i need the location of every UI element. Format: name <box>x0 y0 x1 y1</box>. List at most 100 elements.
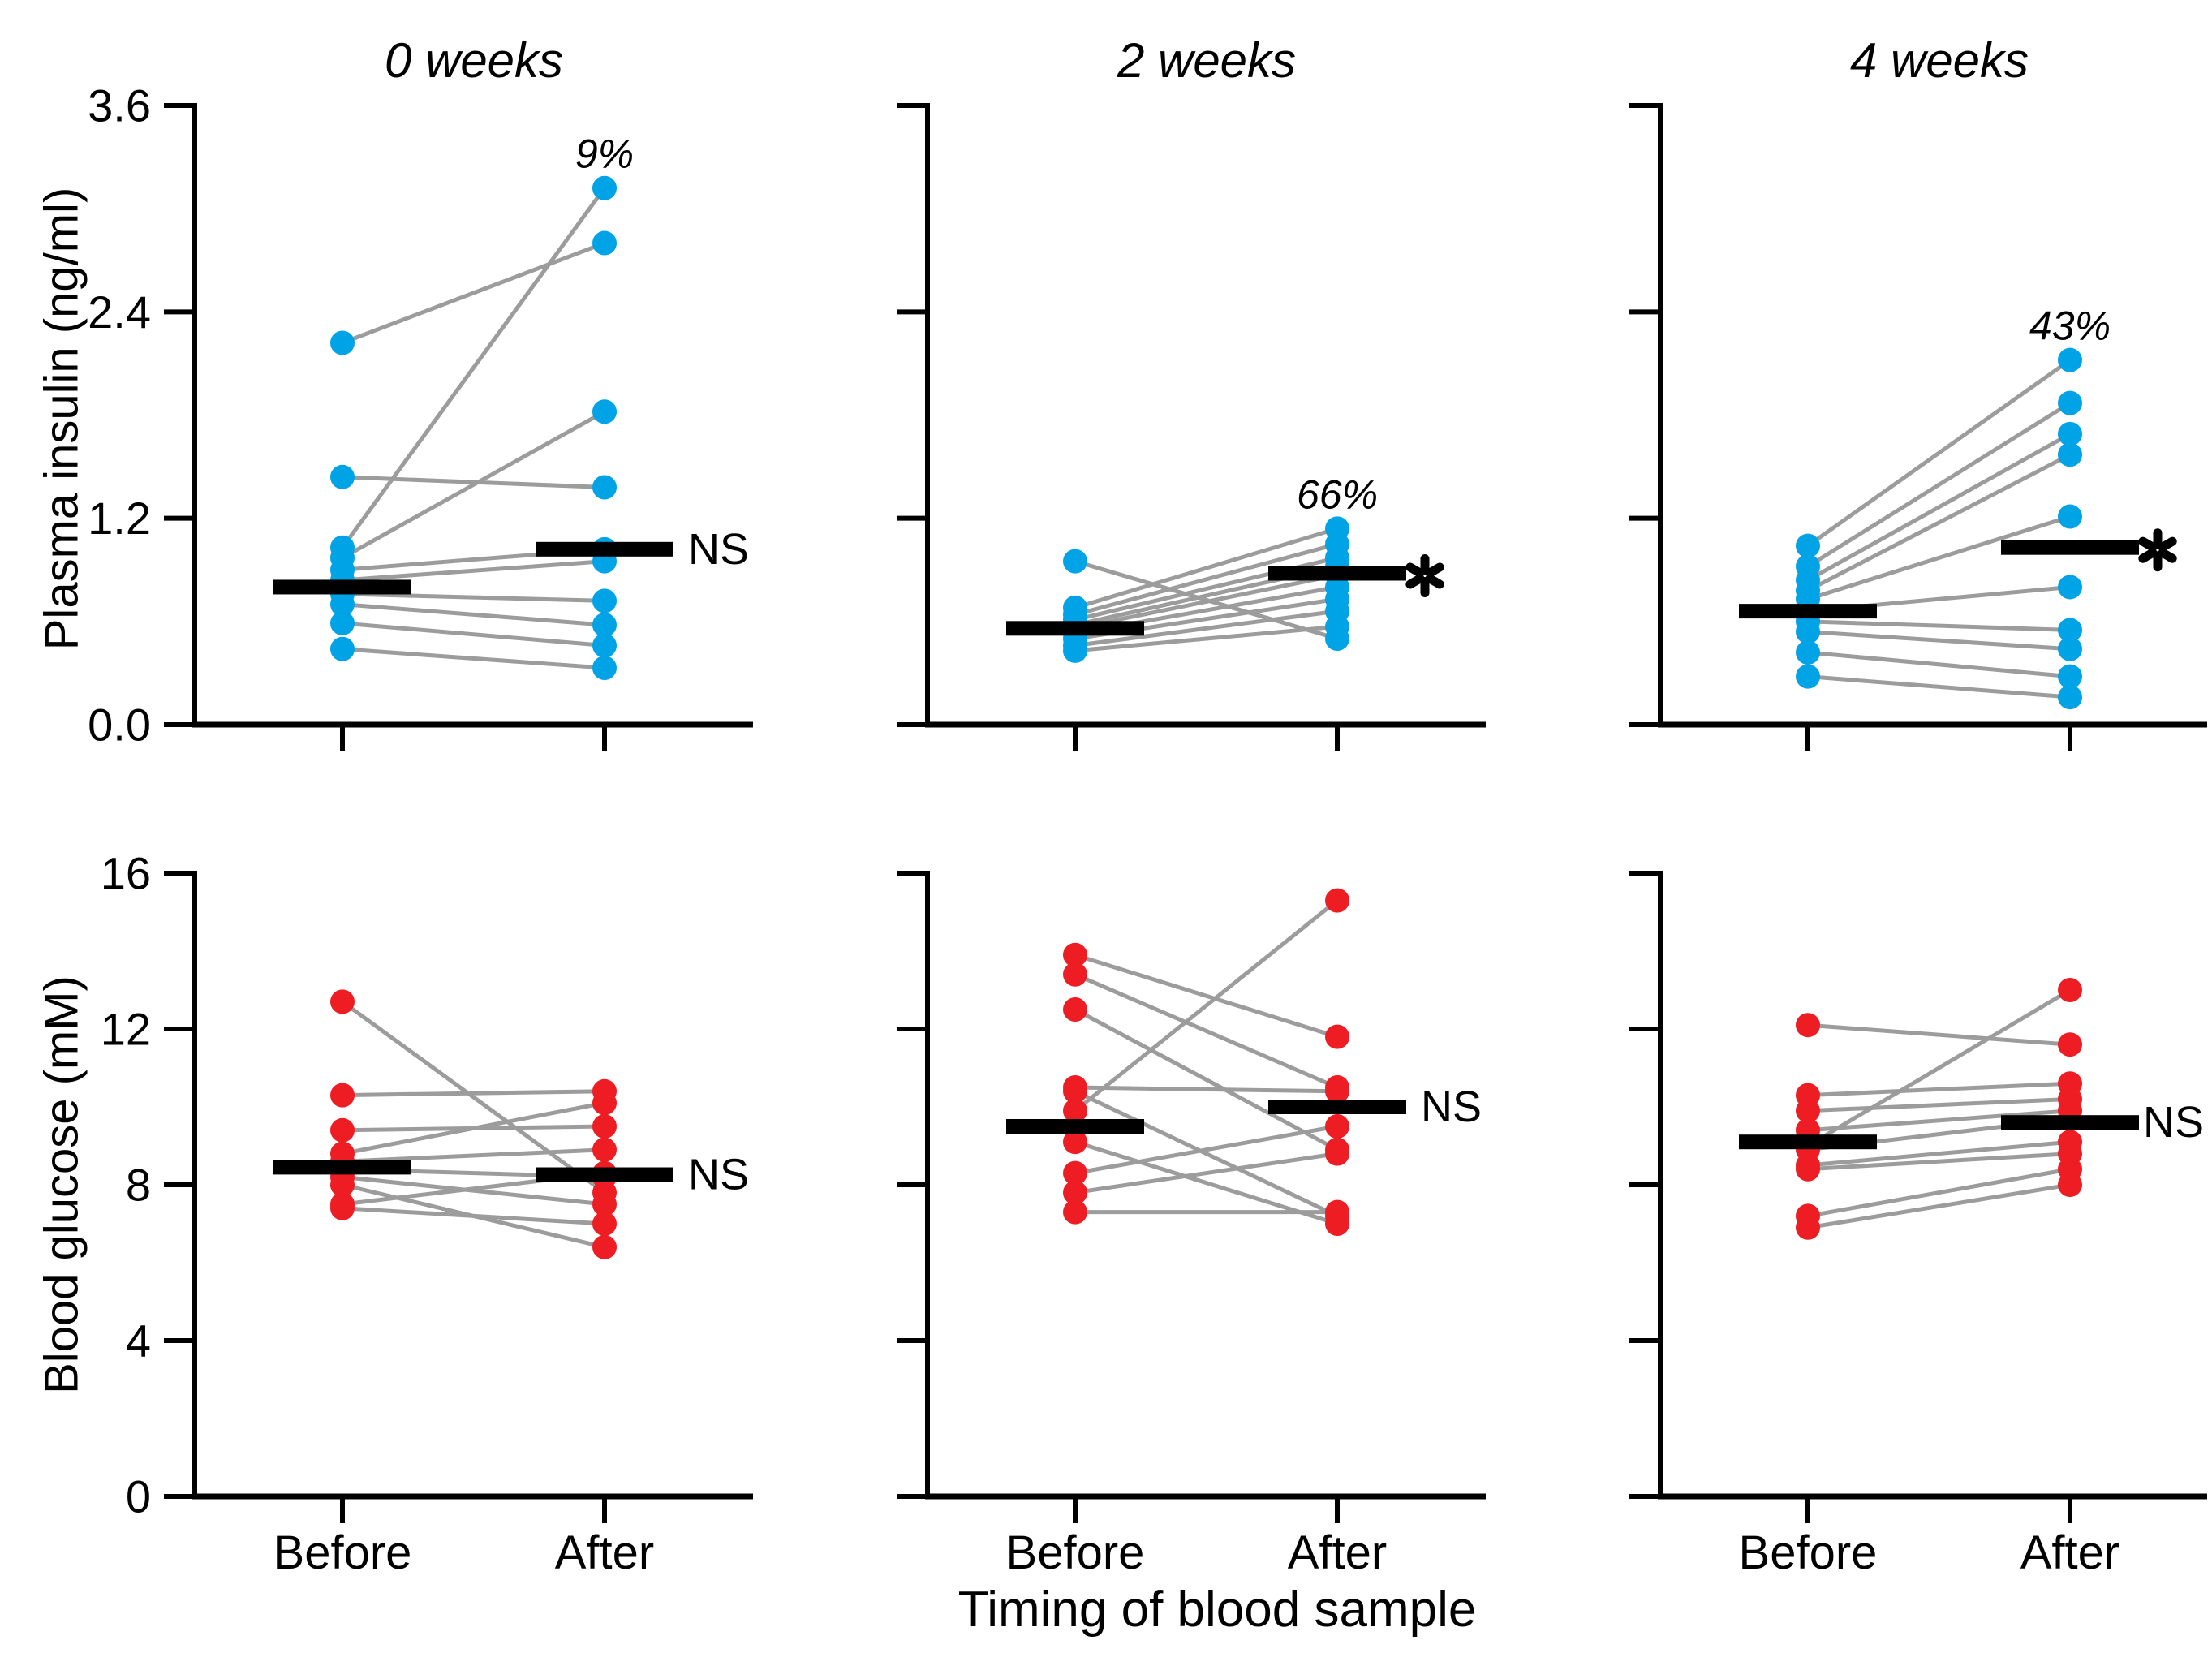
pair-line <box>1807 1139 2071 1168</box>
data-point-before <box>1063 942 1087 967</box>
percent-change-label: 9% <box>575 131 634 177</box>
data-point-after <box>1325 614 1349 639</box>
y-tick-label: 3.6 <box>88 80 151 131</box>
mean-bar-after <box>2001 1115 2139 1130</box>
data-point-before <box>1063 1130 1087 1155</box>
mean-bar-after <box>2001 540 2139 555</box>
data-point-after <box>2058 442 2082 467</box>
pair-line <box>1074 898 1339 1113</box>
data-point-after <box>592 656 617 681</box>
data-point-after <box>592 1234 617 1259</box>
y-tick-label: 2.4 <box>88 286 151 338</box>
data-point-before <box>1063 1160 1087 1186</box>
data-point-before <box>1796 619 1820 644</box>
data-point-before <box>330 592 355 617</box>
y-axis-label-insulin: Plasma insulin (ng/ml) <box>35 187 88 651</box>
significance-asterisk-icon <box>1405 553 1444 597</box>
data-point-before <box>1063 997 1087 1022</box>
pair-line <box>1074 953 1338 1039</box>
data-point-before <box>330 1173 355 1197</box>
pair-line <box>1074 1152 1338 1195</box>
pair-line <box>1074 624 1338 653</box>
asterisk-spoke <box>1425 562 1444 578</box>
pair-line <box>1806 988 2072 1148</box>
pair-line <box>1074 1085 1338 1094</box>
y-tick-label: 16 <box>101 848 151 899</box>
data-point-after <box>1325 1141 1349 1166</box>
asterisk-spoke <box>1425 574 1444 589</box>
mean-bar-after <box>536 541 673 557</box>
asterisk-spoke <box>2158 548 2177 563</box>
pair-line <box>1806 401 2072 569</box>
data-point-after <box>592 475 617 500</box>
data-point-after <box>592 230 617 256</box>
mean-bar-before <box>273 579 411 595</box>
data-point-after <box>592 1192 617 1216</box>
data-point-after <box>2058 504 2082 529</box>
data-point-before <box>330 1195 355 1220</box>
data-point-after <box>2058 1032 2082 1057</box>
data-point-before <box>1796 1156 1820 1182</box>
data-point-after <box>2058 685 2082 710</box>
y-tick-label: 8 <box>126 1160 151 1211</box>
significance-ns-label: NS <box>1421 1083 1482 1131</box>
significance-ns-label: NS <box>2143 1098 2204 1147</box>
data-point-before <box>1063 962 1087 987</box>
significance-asterisk-icon <box>2138 528 2177 572</box>
data-point-before <box>1796 1013 1820 1038</box>
data-point-after <box>2058 978 2082 1002</box>
pair-line <box>1807 674 2071 700</box>
pair-line <box>1807 1152 2071 1172</box>
data-point-after <box>2058 421 2082 446</box>
panel-glucose-0-weeks: 0 4 8 12 16 NS <box>101 848 753 1523</box>
pair-line <box>342 559 605 583</box>
pair-line <box>342 241 605 345</box>
pair-line <box>1074 1007 1339 1152</box>
pair-line <box>1807 1081 2071 1098</box>
mean-bar-before <box>273 1160 411 1175</box>
pair-line <box>342 1100 605 1156</box>
percent-change-label: 66% <box>1297 471 1378 517</box>
y-tick-label: 1.2 <box>88 493 151 544</box>
asterisk-spoke <box>1405 574 1425 589</box>
asterisk-spoke <box>2138 548 2158 563</box>
data-point-after <box>1325 888 1349 913</box>
mean-bar-after <box>1268 1100 1406 1114</box>
data-point-before <box>1063 549 1087 574</box>
asterisk-spoke <box>2138 536 2158 552</box>
data-point-before <box>1063 638 1087 663</box>
pair-line <box>1074 542 1338 617</box>
panel-glucose-4-weeks: NS <box>1629 871 2207 1523</box>
data-point-after <box>592 1091 617 1116</box>
x-tick-label-after: After <box>554 1526 655 1579</box>
data-point-after <box>592 399 617 424</box>
data-point-after <box>1325 1199 1349 1225</box>
x-tick-label-after: After <box>2020 1526 2120 1579</box>
pair-line <box>1074 573 1338 631</box>
significance-ns-label: NS <box>688 1151 749 1199</box>
significance-ns-label: NS <box>688 525 749 574</box>
data-point-after <box>2058 636 2082 661</box>
data-point-after <box>2058 664 2082 689</box>
pair-line <box>1806 453 2072 592</box>
pair-line <box>1807 619 2071 632</box>
data-point-before <box>1063 1098 1087 1123</box>
data-point-before <box>1796 664 1820 689</box>
pair-line <box>1074 526 1338 610</box>
pair-line <box>1807 1182 2071 1230</box>
data-point-after <box>2058 1173 2082 1197</box>
data-point-after <box>1325 1078 1349 1104</box>
pair-line <box>1807 1167 2071 1218</box>
data-point-after <box>592 613 617 638</box>
data-point-after <box>2058 618 2082 643</box>
x-tick-label-before: Before <box>1005 1526 1145 1579</box>
data-point-before <box>1063 1199 1087 1225</box>
data-point-before <box>1796 639 1820 665</box>
pair-line <box>1074 972 1338 1090</box>
x-tick-label-before: Before <box>1738 1526 1878 1579</box>
pair-line <box>1807 650 2071 679</box>
data-point-before <box>1796 1215 1820 1240</box>
pair-line <box>341 1000 606 1195</box>
